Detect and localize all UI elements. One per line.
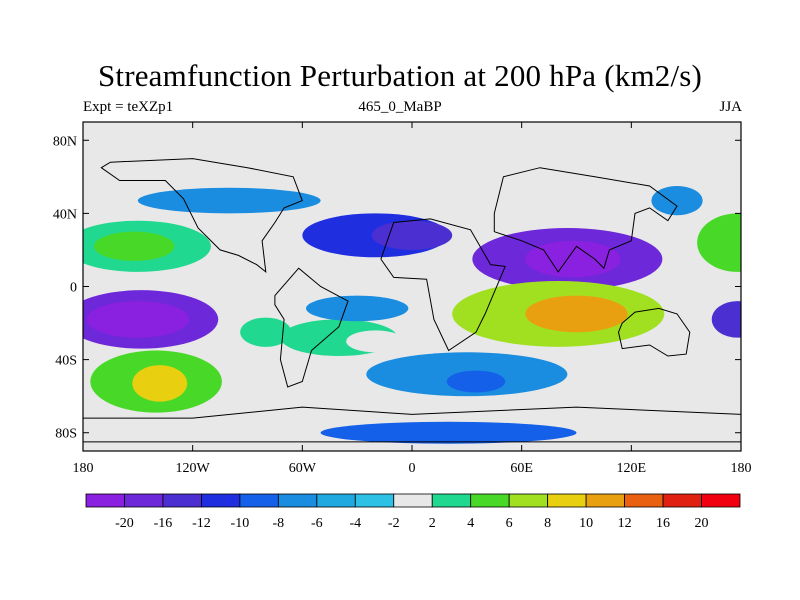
colorbar-label: -8 — [273, 516, 285, 531]
experiment-label: Expt = teXZp1 — [83, 99, 174, 115]
colorbar-label: 12 — [618, 516, 632, 531]
colorbar-label: -4 — [349, 516, 361, 531]
contour-region — [305, 295, 409, 322]
y-axis: 80N 40N 0 40S 80S — [53, 134, 741, 442]
colorbar-label: -2 — [388, 516, 400, 531]
contour-region — [651, 185, 703, 216]
contour-fields — [83, 171, 741, 444]
colorbar-label: 4 — [467, 516, 474, 531]
plot-title: Streamfunction Perturbation at 200 hPa (… — [97, 58, 703, 93]
contour-region — [86, 301, 190, 338]
colorbar-swatch — [162, 493, 202, 508]
contour-region — [346, 330, 405, 353]
coastline — [100, 158, 303, 274]
colorbar-label: 10 — [579, 516, 593, 531]
colorbar-swatch — [393, 493, 433, 508]
season-label: JJA — [719, 99, 742, 115]
coastline — [274, 267, 349, 388]
contour-region — [446, 370, 506, 393]
contour-region — [711, 301, 741, 338]
y-tick-label: 80N — [53, 134, 77, 149]
colorbar-label: 8 — [544, 516, 551, 531]
contour-region — [93, 231, 175, 261]
colorbar: -20 -16 -12 -10 -8 -6 -4 -2 2 4 6 8 10 12 16 20 — [85, 493, 741, 531]
colorbar-swatch — [354, 493, 395, 508]
colorbar-swatch — [508, 493, 549, 508]
contour-region — [320, 421, 577, 444]
colorbar-label: -10 — [231, 516, 250, 531]
contour-region — [430, 171, 577, 201]
colorbar-swatch — [624, 493, 664, 508]
colorbar-swatch — [547, 493, 587, 508]
colorbar-swatch — [470, 493, 510, 508]
colorbar-label: 16 — [656, 516, 670, 531]
contour-region — [697, 213, 741, 272]
colorbar-label: 6 — [506, 516, 513, 531]
coastlines — [83, 158, 741, 443]
y-tick-label: 40N — [53, 207, 77, 222]
colorbar-label: -20 — [115, 516, 134, 531]
y-tick-label: 40S — [55, 354, 77, 369]
colorbar-label: -6 — [311, 516, 323, 531]
colorbar-swatch — [277, 493, 318, 508]
run-label: 465_0_MaBP — [358, 99, 442, 115]
colorbar-label: 20 — [695, 516, 709, 531]
x-tick-label: 60W — [289, 461, 317, 476]
contour-region — [525, 240, 621, 278]
x-axis: 180 120W 60W 0 60E 120E 180 — [73, 122, 752, 476]
colorbar-label: -12 — [192, 516, 211, 531]
colorbar-swatch — [201, 493, 241, 508]
contour-region — [640, 335, 732, 366]
contour-region — [371, 220, 453, 250]
coastline — [617, 307, 691, 357]
colorbar-swatch — [85, 493, 125, 508]
contour-region — [137, 187, 321, 214]
colorbar-swatch — [316, 493, 356, 508]
contour-region — [132, 365, 188, 402]
x-tick-label: 180 — [73, 461, 94, 476]
y-tick-label: 0 — [70, 281, 77, 296]
x-tick-label: 120E — [617, 461, 647, 476]
colorbar-swatch — [431, 493, 472, 508]
colorbar-swatch — [239, 493, 279, 508]
x-tick-label: 120W — [176, 461, 211, 476]
colorbar-label: -16 — [154, 516, 173, 531]
colorbar-label: 2 — [429, 516, 436, 531]
contour-region — [240, 317, 292, 347]
colorbar-swatch — [585, 493, 625, 508]
coastline — [493, 167, 678, 273]
coastline — [380, 218, 506, 352]
colorbar-swatch — [701, 493, 741, 508]
contour-region — [525, 295, 628, 333]
colorbar-swatch — [124, 493, 164, 508]
x-tick-label: 0 — [409, 461, 416, 476]
y-tick-label: 80S — [55, 427, 77, 442]
coastline — [83, 406, 741, 443]
x-tick-label: 60E — [510, 461, 533, 476]
colorbar-swatch — [662, 493, 702, 508]
x-tick-label: 180 — [731, 461, 752, 476]
